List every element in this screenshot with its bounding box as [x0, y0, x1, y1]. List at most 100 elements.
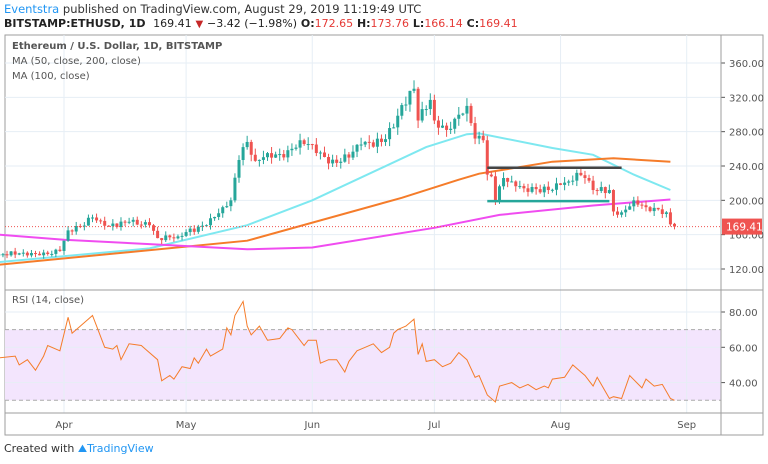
candle-body [282, 154, 286, 158]
candle [567, 179, 571, 186]
candle-body [628, 206, 632, 210]
candle [445, 122, 449, 137]
candle [225, 201, 229, 209]
candle-body [172, 237, 176, 239]
candle [563, 177, 567, 191]
candle-body [640, 204, 644, 206]
candle [485, 135, 489, 181]
candle-body [441, 125, 445, 128]
candle-body [135, 219, 139, 225]
candle-body [624, 209, 628, 213]
candle [200, 221, 204, 232]
candle [176, 234, 180, 240]
candle-body [469, 105, 473, 124]
legend-ma-50-200[interactable]: MA (50, close, 200, close) [12, 56, 141, 67]
price-tick-label: 240.00 [729, 162, 764, 173]
candle [160, 237, 164, 244]
candle [9, 251, 13, 257]
candle-body [115, 223, 119, 228]
candle [86, 214, 90, 226]
rsi-tick-label: 80.00 [729, 308, 758, 319]
candle [249, 139, 253, 162]
candle-body [644, 205, 648, 208]
candle [449, 121, 453, 135]
ma-line-50 [0, 132, 671, 264]
rsi-band [5, 329, 721, 401]
candle [1, 252, 5, 258]
candle-body [261, 157, 265, 160]
candle [46, 250, 50, 256]
candle [453, 117, 457, 134]
candle-body [388, 128, 392, 140]
candle [34, 250, 38, 258]
candle [599, 181, 603, 194]
candle [534, 183, 538, 195]
candle-body [164, 235, 168, 241]
candle-body [29, 253, 33, 256]
candle-body [204, 225, 208, 227]
candle [54, 248, 58, 258]
candle [400, 102, 404, 120]
candle [412, 80, 416, 94]
candle [29, 249, 33, 258]
candle [493, 171, 497, 206]
candle [432, 94, 436, 125]
candle [95, 213, 99, 223]
candle [620, 210, 624, 218]
high-label: H: [356, 17, 371, 30]
candle-body [21, 252, 25, 254]
candle-body [542, 186, 546, 193]
candle-body [428, 99, 432, 110]
tradingview-link[interactable]: TradingView [87, 442, 154, 455]
author-link[interactable]: Eventstra [4, 2, 60, 16]
price-tick-label: 360.00 [729, 59, 764, 70]
candle [90, 214, 94, 223]
candle-body [107, 225, 111, 227]
candle-body [245, 141, 249, 148]
candle-body [176, 236, 180, 239]
candle [119, 217, 123, 231]
candle [233, 173, 237, 203]
candle-body [416, 88, 420, 121]
candle [196, 224, 200, 234]
candle [424, 105, 428, 116]
candle [359, 137, 363, 151]
candle [188, 225, 192, 236]
candle-body [367, 141, 371, 143]
candle-body [412, 88, 416, 91]
candle-body [278, 154, 282, 156]
rsi-tick-label: 60.00 [729, 343, 758, 354]
legend-rsi[interactable]: RSI (14, close) [12, 295, 85, 306]
candle-body [607, 190, 611, 194]
candle-body [147, 222, 151, 226]
publish-text: published on TradingView.com, August 29,… [62, 2, 422, 16]
candle-body [160, 238, 164, 241]
candle-body [343, 154, 347, 162]
candle [229, 197, 233, 212]
down-arrow-icon: ▼ [195, 19, 204, 30]
x-tick-label: Jun [303, 420, 320, 431]
candle-body [17, 253, 21, 255]
candle-body [5, 254, 9, 256]
candle-body [42, 252, 46, 256]
candle [74, 221, 78, 235]
candle [294, 144, 298, 151]
candle [660, 204, 664, 219]
candle [257, 159, 261, 167]
candle [355, 143, 359, 158]
candle [583, 170, 587, 184]
candle-body [363, 141, 367, 145]
candle [428, 93, 432, 115]
candle [473, 116, 477, 145]
candle-body [335, 159, 339, 163]
candle [363, 140, 367, 148]
candle-body [673, 223, 676, 227]
candle-body [432, 99, 436, 121]
x-tick-label: Sep [677, 420, 696, 431]
ma-line-100 [0, 198, 671, 251]
candle [542, 184, 546, 198]
candle-body [82, 225, 86, 227]
legend-ma-100[interactable]: MA (100, close) [12, 71, 90, 82]
candle-body [66, 230, 70, 241]
